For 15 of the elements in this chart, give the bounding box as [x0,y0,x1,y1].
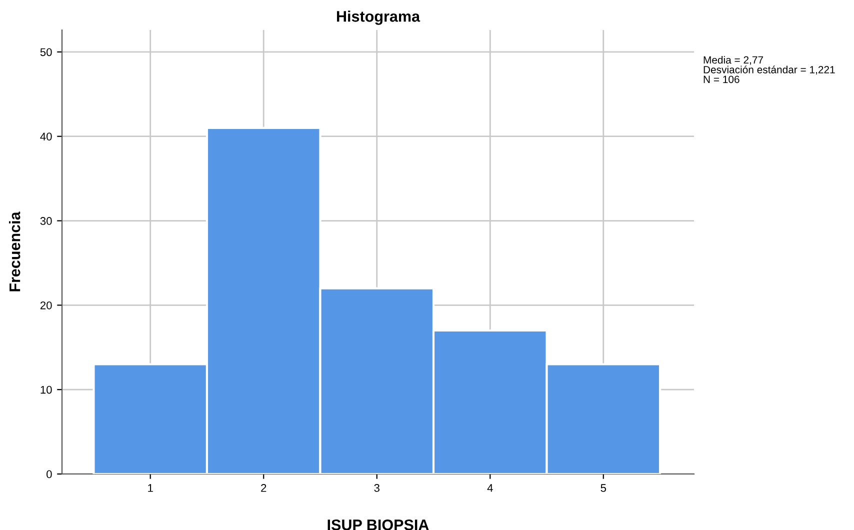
x-tick-label: 2 [261,484,266,492]
x-axis-title: ISUP BIOPSIA [328,519,429,530]
y-tick-label: 20 [40,301,52,310]
y-tick-label: 40 [40,132,52,140]
y-tick-label: 30 [40,217,52,225]
x-tick-label: 4 [487,484,493,492]
x-tick-label: 5 [600,484,606,492]
y-tick-label: 10 [40,386,52,394]
x-tick-label: 1 [148,484,153,492]
y-tick-label: 50 [40,48,52,56]
chart-title: Histograma [337,10,420,25]
text: Media = 2,77 Desviación estándar = 1,221 N = 106 [704,56,835,84]
y-tick-label: 0 [46,470,52,478]
y-axis-title: Frecuencia [9,212,20,292]
x-tick-label: 3 [374,484,380,492]
